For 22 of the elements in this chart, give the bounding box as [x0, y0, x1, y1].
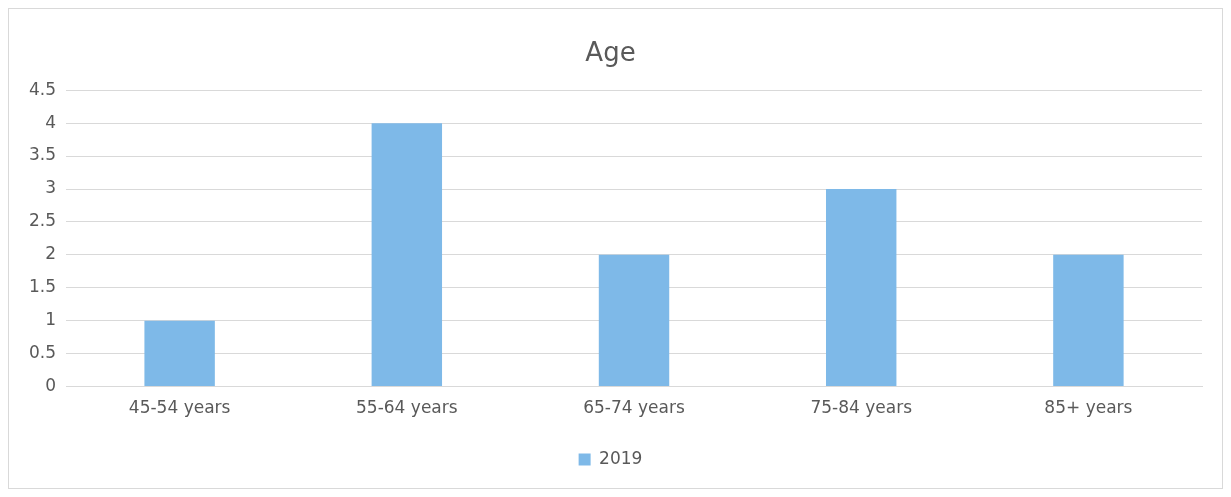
bar [598, 254, 670, 387]
chart-title: Age [585, 37, 636, 68]
legend-label: 2019 [599, 447, 643, 468]
y-tick-label: 3 [45, 177, 57, 198]
y-tick-label: 0.5 [28, 342, 57, 363]
bar [144, 320, 215, 387]
y-tick-label: 2 [45, 243, 57, 264]
bar [826, 189, 897, 387]
y-tick-label: 4.5 [28, 78, 57, 99]
y-tick-label: 0 [45, 375, 57, 396]
x-tick-label: 85+ years [1044, 397, 1133, 418]
x-tick-label: 65-74 years [583, 397, 685, 418]
y-tick-label: 1 [45, 309, 57, 330]
bar [371, 123, 443, 387]
x-tick-label: 45-54 years [128, 397, 231, 418]
x-tick-label: 75-84 years [810, 397, 913, 418]
y-tick-label: 3.5 [28, 144, 57, 165]
y-tick-label: 2.5 [28, 210, 57, 231]
x-tick-label: 55-64 years [356, 397, 458, 418]
bar [1053, 254, 1124, 387]
y-tick-label: 4 [45, 111, 57, 132]
y-tick-label: 1.5 [28, 276, 57, 297]
